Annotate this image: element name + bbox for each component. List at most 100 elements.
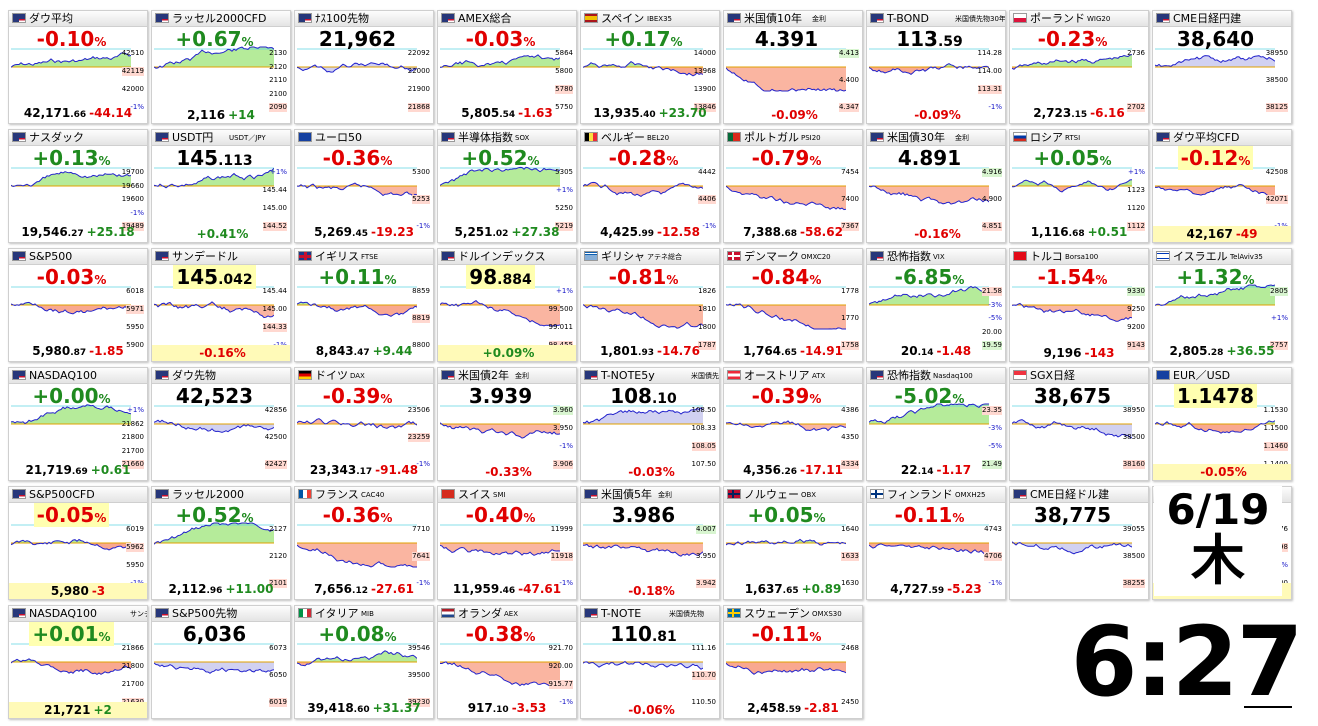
market-card[interactable]: オーストリア ATX -0.39% 4386 4350 4334 4,356.26 -17.1… — [723, 367, 863, 481]
market-card[interactable]: ラッセル2000 +0.52% 2127 2120 2101 2,112.96 +11.00 — [151, 486, 291, 600]
ru-flag-icon — [1013, 132, 1027, 142]
main-value-text: -0.23% — [1038, 27, 1108, 51]
market-card[interactable]: イスラエル TelAviv35 +1.32% 2805 +1% 2757 2,805.28 +… — [1152, 248, 1292, 362]
footer-price-decimal: .93 — [638, 348, 654, 358]
market-card[interactable]: ロシア RTSI +0.05% +1% 1123 1120 1112 1,116.68 +0.5… — [1009, 129, 1149, 243]
market-card[interactable]: EUR／USD1.14781.15301.15001.14601.1400-0.… — [1152, 367, 1292, 481]
market-card[interactable]: 米国債2年 金利 3.939 3.960 3.950 -1% 3.906 -0.33% — [437, 367, 577, 481]
footer-change: +0.09% — [482, 346, 535, 360]
market-card[interactable]: ドイツ DAX -0.39% 23506 23259 -1% 23,343.17 -91.48 — [294, 367, 434, 481]
main-value-number: -0.12 — [1180, 146, 1239, 170]
market-card[interactable]: USDT円 USDT／JPY 145.113 +1% 145.44 145.00 144.5… — [151, 129, 291, 243]
market-card[interactable]: ベルギー BEL20 -0.28% 4442 4406 -1% 4,425.99 -12.58 — [580, 129, 720, 243]
market-card[interactable]: 恐怖指数 VIX -6.85% 21.58 -3% -5% 20.00 19.59 20.14-… — [866, 248, 1006, 362]
axis-tick-label: 145.44 — [262, 287, 288, 295]
market-card[interactable]: ポルトガル PSI20 -0.79% 7454 7400 7367 7,388.68 -58.… — [723, 129, 863, 243]
market-card[interactable]: ギリシャ アテネ総合 -0.81% 1826 1810 1800 1787 1,801.93-… — [580, 248, 720, 362]
market-card[interactable]: ユーロ50 -0.36% 5300 5253 -1% 5,269.45 -19.23 — [294, 129, 434, 243]
market-card[interactable]: ﾅｽ100先物 21,962 22092 22000 21900 21868 — [294, 10, 434, 124]
us-flag-icon — [12, 132, 26, 142]
axis-tick-label: 38125 — [1265, 103, 1288, 112]
market-card[interactable]: 半導体指数 SOX +0.52% 5305 +1% 5250 5219 5,251.02 +27… — [437, 129, 577, 243]
axis-tick-label: 6073 — [269, 644, 287, 652]
footer-price: 5,980 — [50, 584, 89, 598]
chart-area — [1012, 303, 1132, 322]
card-header: CME日経円建 — [1153, 11, 1291, 27]
market-card[interactable]: S&P500 -0.03% 6018 5971 5950 5900 5,980.87 -1.8… — [8, 248, 148, 362]
footer-change: +27.38 — [511, 225, 560, 239]
market-card[interactable]: T-NOTE5y 米国債先物 108.10 108.50 108.33 108.05 107… — [580, 367, 720, 481]
market-card[interactable]: T-NOTE 米国債先物 110.81 111.16 110.70 110.50 -0.06… — [580, 605, 720, 719]
main-value-text: -0.12% — [1177, 146, 1254, 170]
axis-tick-label: 19489 — [121, 222, 144, 231]
market-card[interactable]: スウェーデン OMXS30 -0.11% 2468 2450 2,458.59 -2.81 — [723, 605, 863, 719]
chart-area-down — [11, 543, 131, 550]
eu-flag-icon — [1156, 370, 1170, 380]
main-value: 38,640 — [1153, 26, 1278, 52]
card-header: USDT円 USDT／JPY — [152, 130, 290, 146]
axis-tick-label: 3.950 — [695, 552, 716, 560]
main-value: 4.391 — [724, 26, 849, 52]
main-value-unit: % — [527, 154, 540, 168]
market-card[interactable]: オランダ AEX -0.38% 921.70 920.00 915.77 -1% 917.10… — [437, 605, 577, 719]
market-card[interactable]: 米国債10年 金利 4.391 4.413 4.400 4.347 -0.09% — [723, 10, 863, 124]
market-card[interactable]: イタリア MIB +0.08% 39546 39500 39230 39,418.60 +31… — [294, 605, 434, 719]
market-sub-label: BEL20 — [647, 134, 670, 142]
market-card[interactable]: 恐怖指数 Nasdaq100 -5.02% 23.35 -3% -5% 21.49 22.14… — [866, 367, 1006, 481]
market-card[interactable]: スイス SMI -0.40% 11999 11918 -1% 11,959.46 -47.61 — [437, 486, 577, 600]
market-card[interactable]: ドルインデックス98.884+1%99.50099.01198.455+0.09… — [437, 248, 577, 362]
market-name: T-NOTE — [601, 607, 642, 620]
main-value-unit: % — [813, 511, 826, 525]
main-value-unit: % — [384, 273, 397, 287]
main-value-number: 38,640 — [1176, 27, 1255, 51]
market-card[interactable]: 米国債5年 金利 3.986 4.007 3.950 3.942 -0.18% — [580, 486, 720, 600]
market-card[interactable]: イギリス FTSE +0.11% 8859 8819 8800 8,843.47 +9.44 — [294, 248, 434, 362]
market-card[interactable]: ナスダック +0.13% 19700 19660 19600 -1% 19489 19,546… — [8, 129, 148, 243]
market-card[interactable]: S&P500先物 6,036 6073 6050 6019 — [151, 605, 291, 719]
axis-tick-label: 4.007 — [695, 525, 716, 534]
market-card[interactable]: 米国債30年 金利 4.891 4.916 4.900 4.851 -0.16% — [866, 129, 1006, 243]
price-line — [154, 662, 274, 674]
main-value-text: -0.10% — [37, 27, 107, 51]
market-card[interactable]: CME日経ドル建 38,775 39055 38500 38255 — [1009, 486, 1149, 600]
price-line — [869, 185, 989, 205]
main-value-number: -1.54 — [1037, 265, 1096, 289]
market-card[interactable]: フランス CAC40 -0.36% 7710 7641 -1% 7,656.12 -27.61 — [294, 486, 434, 600]
market-card[interactable]: NASDAQ100 +0.00% +1% 21862 21800 21700 21660 21… — [8, 367, 148, 481]
market-name: S&P500CFD — [29, 488, 95, 501]
card-footer: -0.16% — [152, 345, 290, 361]
market-card[interactable]: ダウ先物 42,523 42856 42500 42427 — [151, 367, 291, 481]
axis-tick-label: 108.50 — [691, 406, 717, 414]
us-flag-icon — [1156, 13, 1170, 23]
footer-change: -0.09% — [771, 108, 818, 122]
main-value: 113.59 — [867, 26, 992, 55]
footer-change: -0.16% — [199, 346, 246, 360]
market-card[interactable]: AMEX総合 -0.03% 5864 5800 5780 5750 5,805.54 -1.6… — [437, 10, 577, 124]
market-card[interactable]: フィンランド OMXH25 -0.11% 4743 4706 -1% 4,727.59 -5.… — [866, 486, 1006, 600]
market-card[interactable]: トルコ Borsa100 -1.54% 9330 9250 9200 9143 9,196 -1… — [1009, 248, 1149, 362]
market-card[interactable]: SGX日経 38,675 38950 38500 38160 — [1009, 367, 1149, 481]
market-card[interactable]: ノルウェー OBX +0.05% 1640 1633 1630 1,637.65 +0.89 — [723, 486, 863, 600]
market-card[interactable]: ポーランド WIG20 -0.23% 2736 2702 2,723.15 -6.16 — [1009, 10, 1149, 124]
axis-tick-label: 14000 — [693, 49, 716, 57]
card-footer: 39,418.60 +31.37 — [295, 700, 433, 718]
footer-price-decimal: .45 — [352, 229, 368, 239]
market-card[interactable]: ダウ平均 -0.10% 42510 42119 42000 -1% 42,171.66 -44… — [8, 10, 148, 124]
market-card[interactable]: NASDAQ100サンデー+0.01%218662180021700216302… — [8, 605, 148, 719]
market-card[interactable]: CME日経円建 38,640 38950 38500 38125 — [1152, 10, 1292, 124]
us-flag-icon — [155, 13, 169, 23]
axis-tick-label: 11918 — [550, 552, 573, 561]
market-card[interactable]: デンマーク OMXC20 -0.84% 1778 1770 1758 1,764.65 -14… — [723, 248, 863, 362]
market-card[interactable]: T-BOND 米国債先物30年 113.59 114.28 114.00 113.31 -1… — [866, 10, 1006, 124]
market-card[interactable]: スペイン IBEX35 +0.17% 14000 13968 13900 13846 13,9… — [580, 10, 720, 124]
market-name: T-BOND — [887, 12, 929, 25]
axis-tick-label: 145.44 — [262, 186, 288, 194]
main-value-text: 21,962 — [319, 27, 396, 51]
chart-area — [583, 543, 703, 557]
chart-area — [297, 62, 417, 73]
market-sub-label: OMXS30 — [812, 610, 842, 618]
market-card[interactable]: ラッセル2000CFD +0.67% 2130 2120 2110 2100 2090 2,1… — [151, 10, 291, 124]
